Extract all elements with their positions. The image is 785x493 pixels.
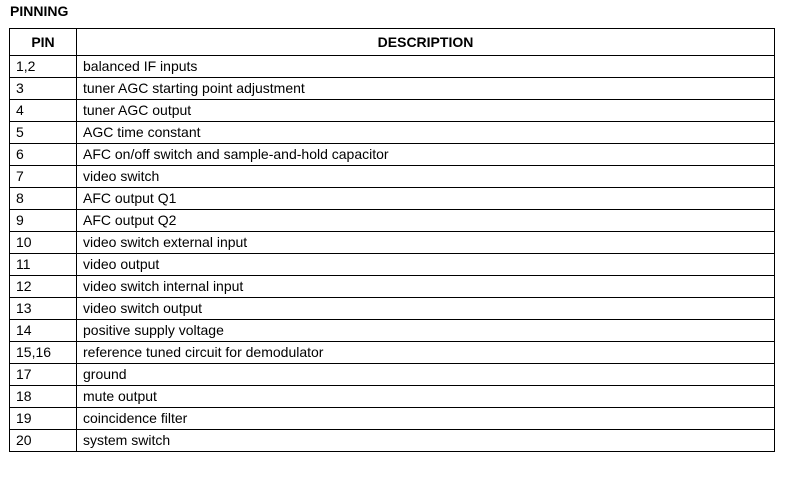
description-cell: AFC output Q2 [76, 209, 775, 232]
description-cell: tuner AGC output [76, 99, 775, 122]
pinning-table: PIN DESCRIPTION 1,2 balanced IF inputs 3 tu… [9, 28, 775, 452]
table-row: 6 AFC on/off switch and sample-and-hold c… [9, 143, 775, 166]
pin-cell: 20 [9, 429, 77, 452]
pin-cell: 8 [9, 187, 77, 210]
pin-cell: 5 [9, 121, 77, 144]
table-row: 4 tuner AGC output [9, 99, 775, 122]
description-cell: coincidence filter [76, 407, 775, 430]
table-row: 3 tuner AGC starting point adjustment [9, 77, 775, 100]
pin-cell: 6 [9, 143, 77, 166]
pin-cell: 12 [9, 275, 77, 298]
pin-cell: 7 [9, 165, 77, 188]
table-row: 15,16 reference tuned circuit for demodul… [9, 341, 775, 364]
description-cell: AFC output Q1 [76, 187, 775, 210]
description-cell: tuner AGC starting point adjustment [76, 77, 775, 100]
description-cell: video switch output [76, 297, 775, 320]
description-cell: AGC time constant [76, 121, 775, 144]
table-row: 7 video switch [9, 165, 775, 188]
header-pin: PIN [9, 28, 77, 56]
pin-cell: 4 [9, 99, 77, 122]
description-cell: positive supply voltage [76, 319, 775, 342]
description-cell: AFC on/off switch and sample-and-hold ca… [76, 143, 775, 166]
description-cell: system switch [76, 429, 775, 452]
description-cell: video switch external input [76, 231, 775, 254]
description-cell: ground [76, 363, 775, 386]
header-description: DESCRIPTION [76, 28, 775, 56]
pin-cell: 15,16 [9, 341, 77, 364]
table-row: 8 AFC output Q1 [9, 187, 775, 210]
header-row: PIN DESCRIPTION [9, 28, 775, 56]
section-title: PINNING [10, 3, 69, 19]
table-row: 17 ground [9, 363, 775, 386]
table-row: 14 positive supply voltage [9, 319, 775, 342]
pin-cell: 10 [9, 231, 77, 254]
table-row: 12 video switch internal input [9, 275, 775, 298]
table-row: 19 coincidence filter [9, 407, 775, 430]
pin-cell: 3 [9, 77, 77, 100]
pin-cell: 18 [9, 385, 77, 408]
pin-cell: 19 [9, 407, 77, 430]
description-cell: video switch [76, 165, 775, 188]
table-row: 5 AGC time constant [9, 121, 775, 144]
pin-cell: 13 [9, 297, 77, 320]
pin-cell: 14 [9, 319, 77, 342]
description-cell: video output [76, 253, 775, 276]
table-row: 18 mute output [9, 385, 775, 408]
description-cell: reference tuned circuit for demodulator [76, 341, 775, 364]
table-row: 20 system switch [9, 429, 775, 452]
table-row: 13 video switch output [9, 297, 775, 320]
pin-cell: 9 [9, 209, 77, 232]
pin-cell: 17 [9, 363, 77, 386]
pin-cell: 11 [9, 253, 77, 276]
description-cell: balanced IF inputs [76, 55, 775, 78]
description-cell: mute output [76, 385, 775, 408]
pin-cell: 1,2 [9, 55, 77, 78]
table-row: 9 AFC output Q2 [9, 209, 775, 232]
table-row: 1,2 balanced IF inputs [9, 55, 775, 78]
table-row: 10 video switch external input [9, 231, 775, 254]
table-row: 11 video output [9, 253, 775, 276]
description-cell: video switch internal input [76, 275, 775, 298]
